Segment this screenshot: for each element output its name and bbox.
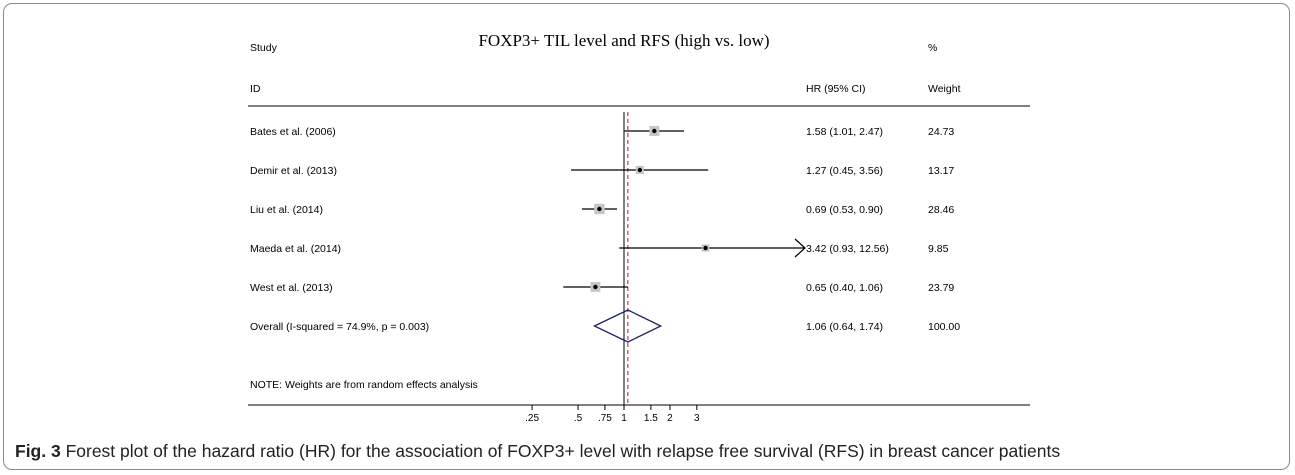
study-weight: 9.85 [928,243,949,255]
header-percent: % [928,42,937,54]
header-id: ID [250,83,261,95]
caption-text: Forest plot of the hazard ratio (HR) for… [60,441,1061,461]
x-tick-label: 1 [621,413,627,424]
study-label: Demir et al. (2013) [250,165,337,177]
study-ci-text: 0.69 (0.53, 0.90) [806,204,883,216]
study-ci-text: 3.42 (0.93, 12.56) [806,243,889,255]
study-label: Maeda et al. (2014) [250,243,341,255]
weights-note: NOTE: Weights are from random effects an… [250,379,478,391]
study-weight: 23.79 [928,282,954,294]
study-label: Bates et al. (2006) [250,126,336,138]
study-label: West et al. (2013) [250,282,333,294]
x-tick-label: 1.5 [644,413,658,424]
header-weight: Weight [928,83,961,95]
overall-ci-text: 1.06 (0.64, 1.74) [806,321,883,333]
caption-label: Fig. 3 [15,441,61,461]
figure-caption: Fig. 3 Forest plot of the hazard ratio (… [15,441,1285,462]
overall-diamond [592,309,663,343]
study-weight: 13.17 [928,165,954,177]
study-ci-text: 1.27 (0.45, 3.56) [806,165,883,177]
study-weight: 24.73 [928,126,954,138]
study-ci-text: 1.58 (1.01, 2.47) [806,126,883,138]
header-study: Study [250,42,278,54]
overall-label: Overall (I-squared = 74.9%, p = 0.003) [250,321,429,333]
x-tick-label: .25 [525,413,539,424]
x-tick-label: .75 [598,413,612,424]
study-ci-text: 0.65 (0.40, 1.06) [806,282,883,294]
point-estimate [703,245,708,251]
point-estimate [593,284,598,290]
x-tick-label: .5 [574,413,583,424]
point-estimate [597,206,602,212]
figure-frame [3,3,1290,470]
x-tick-label: 3 [694,413,700,424]
study-weight: 28.46 [928,204,954,216]
header-hr: HR (95% CI) [806,83,866,95]
chart-title: FOXP3+ TIL level and RFS (high vs. low) [478,31,769,50]
point-estimate [637,167,643,173]
overall-weight: 100.00 [928,321,960,333]
point-estimate [652,128,657,134]
ci-arrow [794,238,806,258]
study-label: Liu et al. (2014) [250,204,323,216]
x-tick-label: 2 [667,413,673,424]
